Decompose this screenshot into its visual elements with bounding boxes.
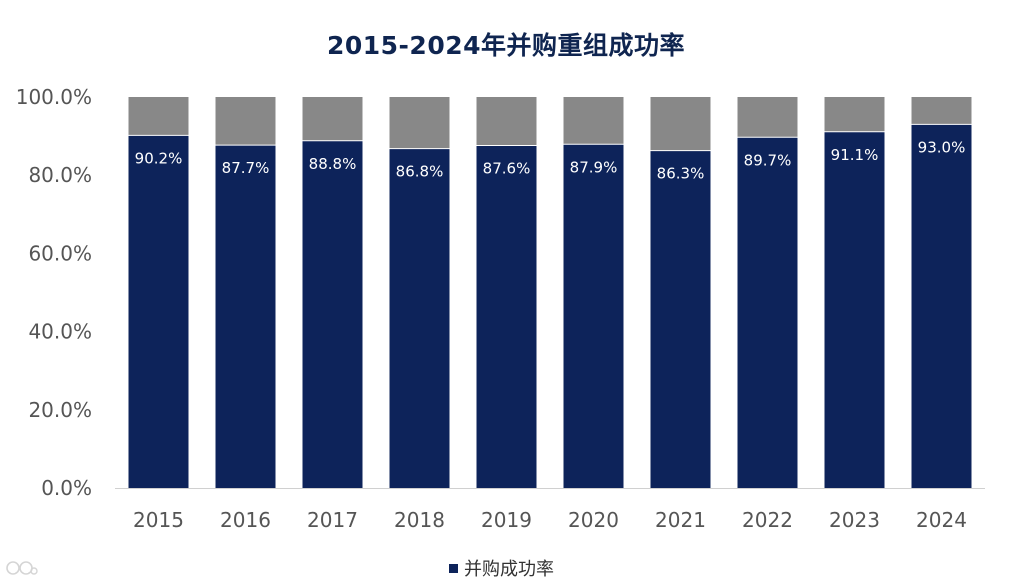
bar-remainder — [128, 97, 189, 136]
bar-success-rate — [911, 124, 972, 489]
x-tick-label: 2018 — [394, 508, 445, 532]
bar-remainder — [824, 97, 885, 132]
data-label: 91.1% — [831, 146, 879, 164]
y-tick-label: 20.0% — [28, 398, 92, 422]
x-tick-label: 2019 — [481, 508, 532, 532]
x-tick-label: 2023 — [829, 508, 880, 532]
bars-group — [128, 97, 972, 489]
x-axis: 2015 2016 2017 2018 2019 2020 2021 2022 2023 2024 — [133, 508, 967, 532]
x-tick-label: 2016 — [220, 508, 271, 532]
bar-success-rate — [302, 140, 363, 489]
legend-swatch — [449, 563, 458, 573]
data-label: 87.9% — [570, 158, 618, 176]
x-tick-label: 2024 — [916, 508, 967, 532]
bar-success-rate — [824, 131, 885, 488]
y-tick-label: 100.0% — [16, 85, 92, 109]
bar-success-rate — [476, 145, 537, 488]
x-tick-label: 2015 — [133, 508, 184, 532]
bar-remainder — [563, 97, 624, 145]
x-tick-label: 2021 — [655, 508, 706, 532]
y-tick-label: 40.0% — [28, 320, 92, 344]
data-labels-group: 90.2% 87.7% 88.8% 86.8% 87.6% 87.9% 86.3% 89.7%… — [135, 138, 966, 182]
watermark — [6, 557, 40, 579]
y-axis: 0.0% 20.0% 40.0% 60.0% 80.0% 100.0% — [16, 85, 92, 500]
bar-remainder — [737, 97, 798, 138]
y-tick-label: 60.0% — [28, 241, 92, 265]
legend-label: 并购成功率 — [464, 559, 554, 580]
legend: 并购成功率 — [449, 556, 554, 580]
data-label: 86.8% — [396, 163, 444, 181]
data-label: 87.7% — [222, 159, 270, 177]
data-label: 87.6% — [483, 159, 531, 177]
bar-remainder — [476, 97, 537, 146]
y-tick-label: 0.0% — [41, 476, 92, 500]
data-label: 88.8% — [309, 155, 357, 173]
x-tick-label: 2017 — [307, 508, 358, 532]
bar-success-rate — [563, 144, 624, 488]
data-label: 90.2% — [135, 149, 183, 167]
chart-title: 2015-2024年并购重组成功率 — [326, 31, 686, 60]
bar-success-rate — [737, 137, 798, 488]
x-tick-label: 2020 — [568, 508, 619, 532]
x-tick-label: 2022 — [742, 508, 793, 532]
bar-remainder — [302, 97, 363, 141]
bar-success-rate — [650, 150, 711, 488]
data-label: 89.7% — [744, 151, 792, 169]
bar-remainder — [650, 97, 711, 151]
y-tick-label: 80.0% — [28, 163, 92, 187]
bar-success-rate — [128, 135, 189, 488]
bar-success-rate — [215, 145, 276, 488]
bar-remainder — [911, 97, 972, 125]
logo-icon — [6, 561, 38, 575]
bar-success-rate — [389, 148, 450, 488]
data-label: 86.3% — [657, 165, 705, 183]
data-label: 93.0% — [918, 138, 966, 156]
bar-remainder — [389, 97, 450, 149]
bar-remainder — [215, 97, 276, 146]
